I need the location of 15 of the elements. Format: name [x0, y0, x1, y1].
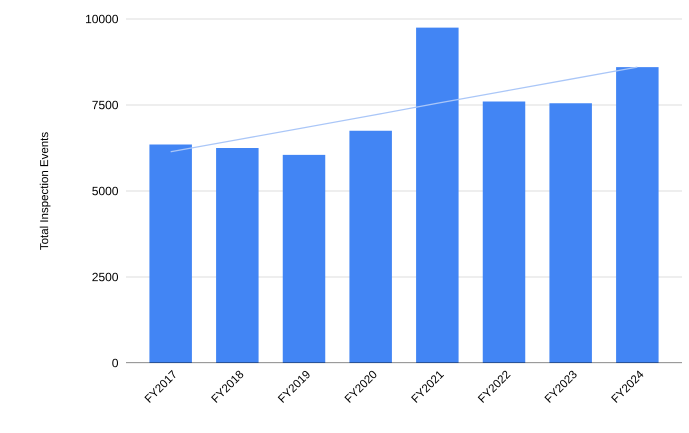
y-tick-label: 0 [112, 358, 118, 368]
bar [549, 103, 592, 363]
bar [149, 144, 192, 363]
bar [482, 102, 526, 363]
bar [216, 148, 259, 363]
y-tick-label: 7500 [92, 100, 118, 110]
bar [616, 67, 659, 363]
y-tick-label: 2500 [92, 272, 118, 282]
y-axis-title: Total Inspection Events [40, 132, 50, 250]
bar [349, 130, 392, 363]
y-tick-label: 5000 [92, 186, 118, 196]
line-series [170, 66, 638, 152]
y-tick-label: 10000 [86, 14, 118, 24]
bar [416, 28, 459, 363]
bar [282, 154, 326, 363]
